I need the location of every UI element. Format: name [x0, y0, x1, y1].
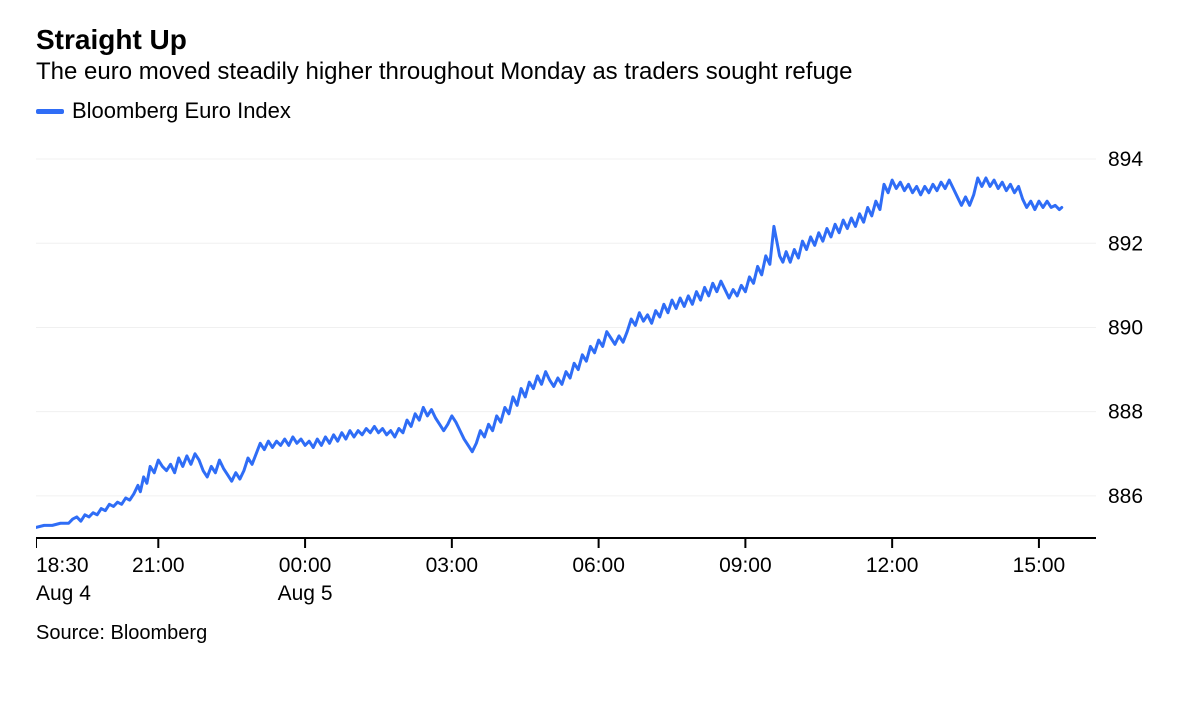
line-chart: 18:30 21:00 00:00 03:00 06:00 09:00 12:00 15:00… [36, 130, 1156, 608]
series-line [36, 178, 1062, 527]
y-tick-label: 888 [1108, 401, 1143, 424]
x-tick-label: 00:00 [279, 554, 332, 577]
x-tick-label: 15:00 [1013, 554, 1066, 577]
x-tick-label: 09:00 [719, 554, 772, 577]
x-tick-label: 03:00 [426, 554, 479, 577]
x-tick-label: 18:30 [36, 554, 89, 577]
legend: Bloomberg Euro Index [36, 98, 1164, 124]
x-tick-label: 12:00 [866, 554, 919, 577]
y-tick-label: 890 [1108, 316, 1143, 339]
legend-label: Bloomberg Euro Index [72, 98, 291, 124]
chart-source: Source: Bloomberg [36, 622, 1164, 645]
y-tick-label: 894 [1108, 148, 1143, 171]
y-tick-label: 886 [1108, 485, 1143, 508]
chart-subtitle: The euro moved steadily higher throughou… [36, 58, 1164, 86]
y-tick-label: 892 [1108, 232, 1143, 255]
chart-title: Straight Up [36, 24, 1164, 56]
x-tick-label: 06:00 [572, 554, 625, 577]
x-secondary-label: Aug 4 [36, 582, 91, 605]
x-secondary-label: Aug 5 [278, 582, 333, 605]
legend-swatch [36, 109, 64, 114]
x-tick-label: 21:00 [132, 554, 185, 577]
